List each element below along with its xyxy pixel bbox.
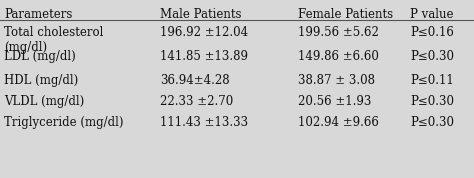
- Text: 102.94 ±9.66: 102.94 ±9.66: [298, 116, 379, 129]
- Text: HDL (mg/dl): HDL (mg/dl): [4, 74, 78, 87]
- Text: 38.87 ± 3.08: 38.87 ± 3.08: [298, 74, 375, 87]
- Text: 196.92 ±12.04: 196.92 ±12.04: [160, 26, 248, 39]
- Text: Parameters: Parameters: [4, 8, 73, 21]
- Text: P≤0.30: P≤0.30: [410, 116, 454, 129]
- Text: 111.43 ±13.33: 111.43 ±13.33: [160, 116, 248, 129]
- Text: VLDL (mg/dl): VLDL (mg/dl): [4, 95, 84, 108]
- Text: P≤0.30: P≤0.30: [410, 50, 454, 63]
- Text: P≤0.11: P≤0.11: [410, 74, 454, 87]
- Text: LDL (mg/dl): LDL (mg/dl): [4, 50, 76, 63]
- Text: 141.85 ±13.89: 141.85 ±13.89: [160, 50, 248, 63]
- Text: 22.33 ±2.70: 22.33 ±2.70: [160, 95, 233, 108]
- Text: Female Patients: Female Patients: [298, 8, 393, 21]
- Text: Male Patients: Male Patients: [160, 8, 241, 21]
- Text: P≤0.30: P≤0.30: [410, 95, 454, 108]
- Text: 36.94±4.28: 36.94±4.28: [160, 74, 229, 87]
- Text: 199.56 ±5.62: 199.56 ±5.62: [298, 26, 379, 39]
- Text: Total cholesterol
(mg/dl): Total cholesterol (mg/dl): [4, 26, 103, 54]
- Text: 20.56 ±1.93: 20.56 ±1.93: [298, 95, 371, 108]
- Text: P value: P value: [410, 8, 454, 21]
- Text: Triglyceride (mg/dl): Triglyceride (mg/dl): [4, 116, 124, 129]
- Text: P≤0.16: P≤0.16: [410, 26, 454, 39]
- Text: 149.86 ±6.60: 149.86 ±6.60: [298, 50, 379, 63]
